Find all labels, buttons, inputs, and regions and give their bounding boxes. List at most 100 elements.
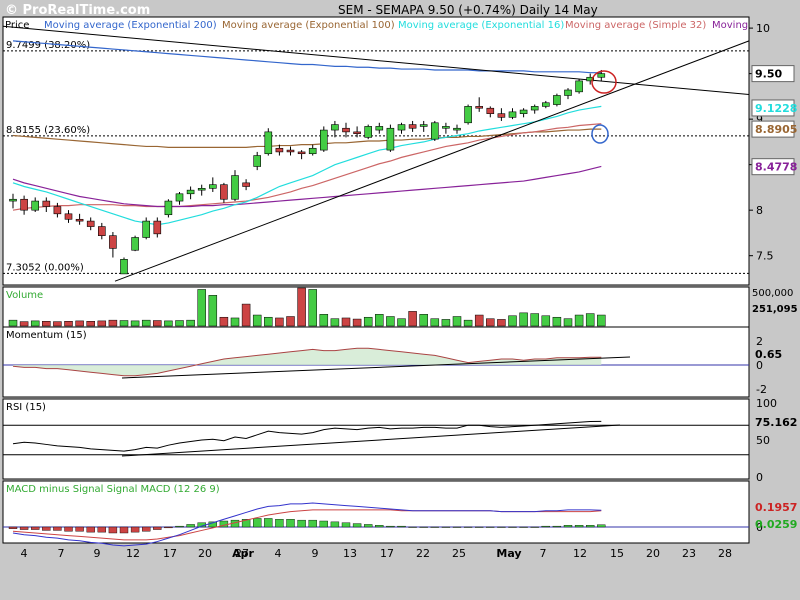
x-tick-label: 28 xyxy=(718,547,732,560)
macd-histogram-bar xyxy=(286,519,295,528)
momentum-trend-line xyxy=(121,356,631,379)
value-tag-box xyxy=(751,158,795,176)
volume-bar xyxy=(375,314,384,327)
volume-bar xyxy=(363,316,373,327)
rsi-label: RSI (15) xyxy=(6,402,46,413)
volume-bar xyxy=(319,314,329,327)
macd-histogram-bar xyxy=(86,526,95,533)
value-tag-label: 9.50 xyxy=(755,68,782,81)
macd-histogram-bar xyxy=(275,519,284,528)
legend-item: Moving average (Exponential 200) xyxy=(44,20,217,31)
volume-bar xyxy=(419,314,428,327)
candle-body xyxy=(575,80,583,93)
volume-bar xyxy=(408,311,417,327)
value-tag-box xyxy=(751,65,795,83)
macd-line xyxy=(12,502,602,547)
candle-body xyxy=(42,200,51,207)
macd-histogram-bar xyxy=(541,525,550,528)
volume-bar xyxy=(474,314,484,327)
volume-bar xyxy=(186,319,195,327)
volume-bar xyxy=(75,320,84,327)
candle-body xyxy=(164,200,173,216)
macd-histogram-bar xyxy=(186,524,195,528)
macd-histogram-bar xyxy=(264,518,273,528)
resistance-trend-line xyxy=(2,25,750,96)
candle-body xyxy=(497,113,506,118)
volume-bar xyxy=(141,319,151,327)
rsi-line xyxy=(12,420,602,452)
volume-bar xyxy=(519,312,528,327)
volume-bar xyxy=(330,318,340,327)
volume-bar xyxy=(219,316,229,327)
volume-bar xyxy=(297,287,306,327)
candle-body xyxy=(75,218,84,222)
candle-body xyxy=(109,235,117,249)
volume-bar xyxy=(574,314,584,327)
volume-bar xyxy=(208,295,218,327)
macd-histogram-bar xyxy=(430,526,439,528)
candle-body xyxy=(197,188,206,191)
volume-bar xyxy=(308,289,317,327)
macd-histogram-bar xyxy=(319,520,328,528)
price-tick-label: 10 xyxy=(756,22,770,35)
candle-body xyxy=(231,175,239,200)
volume-bar xyxy=(97,320,107,327)
candle-body xyxy=(175,193,184,202)
macd-histogram-bar xyxy=(130,526,140,533)
candle-body xyxy=(64,213,73,220)
volume-bar xyxy=(230,317,240,327)
candle-body xyxy=(586,76,595,82)
macd-histogram-bar xyxy=(586,525,595,528)
highlight-circle-blue xyxy=(591,124,609,144)
macd-value-tag: 0.0259 xyxy=(755,518,797,531)
macd-histogram-bar xyxy=(486,526,495,528)
volume-bar xyxy=(175,320,184,327)
momentum-tick-label: -2 xyxy=(756,383,767,396)
macd-histogram-bar xyxy=(164,526,173,529)
value-tag-label: 8.4778 xyxy=(755,161,797,174)
volume-bar xyxy=(86,321,95,327)
x-tick-label: 20 xyxy=(198,547,212,560)
candle-body xyxy=(297,151,306,155)
macd-histogram-bar xyxy=(475,526,484,528)
volume-bar xyxy=(541,315,551,327)
volume-bar xyxy=(497,319,506,327)
candle-body xyxy=(142,220,150,238)
candle-body xyxy=(131,237,139,251)
macd-histogram-bar xyxy=(508,526,517,528)
macd-histogram-bar xyxy=(364,524,373,528)
volume-bar xyxy=(552,316,562,327)
volume-bar xyxy=(430,318,440,327)
legend-item: Moving xyxy=(712,20,748,31)
macd-histogram-bar xyxy=(419,526,428,528)
macd-histogram-bar xyxy=(19,526,29,530)
macd-histogram-bar xyxy=(8,526,18,529)
candle-body xyxy=(86,220,95,227)
candle-body xyxy=(475,106,484,109)
legend-item: Price xyxy=(5,20,29,31)
rsi-panel xyxy=(2,398,750,480)
volume-bar xyxy=(597,314,606,327)
candle-body xyxy=(530,106,539,111)
candle-body xyxy=(486,107,495,114)
macd-histogram-bar xyxy=(141,526,151,532)
macd-histogram-bar xyxy=(97,526,107,533)
momentum-line xyxy=(12,347,602,377)
volume-bar xyxy=(463,319,473,327)
volume-bar xyxy=(275,317,284,327)
legend-item: Moving average (Exponential 16) xyxy=(398,20,564,31)
macd-histogram-bar xyxy=(241,519,251,528)
volume-bar xyxy=(452,316,462,327)
value-tags: 9.50 9.1228 8.8905 8.4778 xyxy=(751,65,797,176)
site-label[interactable]: © ProRealTime.com xyxy=(5,3,150,18)
fib-label: 7.3052 (0.00%) xyxy=(6,262,84,273)
price-tick-label: 8 xyxy=(756,204,763,217)
candle-body xyxy=(508,111,517,118)
volume-bar xyxy=(153,320,162,327)
x-tick-label: 17 xyxy=(163,547,177,560)
macd-histogram-bar xyxy=(119,526,129,534)
macd-histogram-bar xyxy=(308,519,317,528)
macd-histogram-bar xyxy=(75,526,84,532)
macd-tick-label: 0 xyxy=(756,521,763,534)
